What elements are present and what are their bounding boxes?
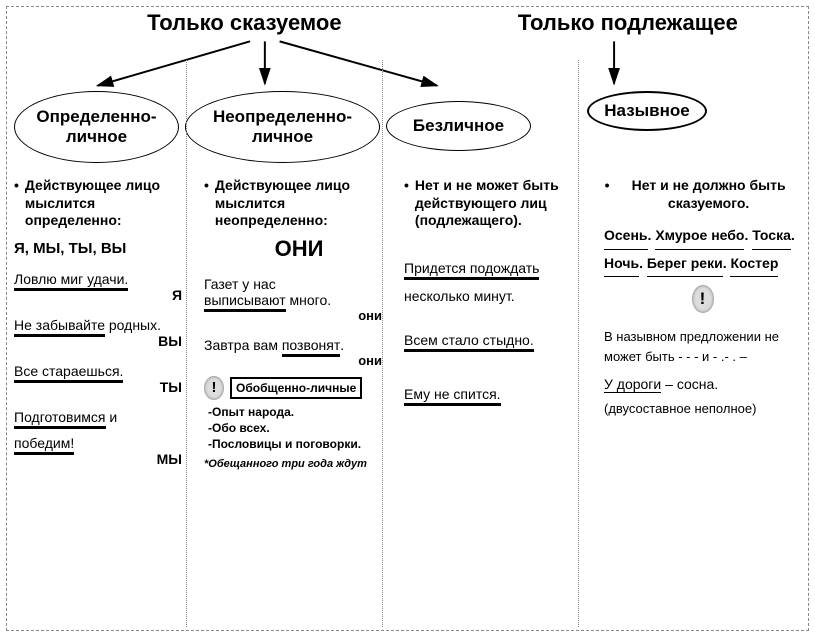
c4-bullet: •Нет и не должно быть сказуемого. bbox=[604, 177, 801, 212]
c4-w3: Тоска bbox=[752, 222, 791, 250]
header-subject: Только подлежащее bbox=[518, 10, 738, 36]
ellipse-neopredelenno: Неопределенно-личное bbox=[185, 91, 380, 163]
c3-ex2-text: Всем стало стыдно. bbox=[404, 332, 534, 350]
c3-ex3: Ему не спится. bbox=[404, 386, 594, 404]
c1-bullet-text: Действующее лицо мыслится определенно: bbox=[25, 177, 194, 230]
c2-ex1c: много. bbox=[286, 292, 332, 308]
c1-ex3-p: ТЫ bbox=[14, 379, 194, 395]
c1-bullet: •Действующее лицо мыслится определенно: bbox=[14, 177, 194, 230]
c4-examples: Осень. Хмурое небо. Тоска. Ночь. Берег р… bbox=[604, 222, 801, 277]
divider-2 bbox=[382, 60, 383, 627]
c1-pronouns: Я, МЫ, ТЫ, ВЫ bbox=[14, 240, 194, 257]
c1-ex4: Подготовимся и bbox=[14, 409, 194, 427]
c4-bullet-text: Нет и не должно быть сказуемого. bbox=[616, 177, 801, 212]
c3-ex1: Придется подождать bbox=[404, 260, 594, 278]
ellipse-nazvnoe: Назывное bbox=[587, 91, 707, 131]
c1-ex4a: Подготовимся bbox=[14, 409, 106, 427]
c2-ex1-p: они bbox=[204, 308, 394, 323]
c4-w1: Осень bbox=[604, 222, 648, 250]
c2-bullet: •Действующее лицо мыслится неопределенно… bbox=[204, 177, 394, 230]
category-row: Определенно-личное Неопределенно-личное … bbox=[14, 91, 801, 163]
c2-small-list: -Опыт народа. -Обо всех. -Пословицы и по… bbox=[208, 404, 394, 453]
c4-w6: Костер bbox=[730, 250, 778, 278]
c1-ex5-p: МЫ bbox=[14, 451, 194, 467]
c2-ex1a: Газет у нас bbox=[204, 276, 276, 292]
c2-n2: -Обо всех. bbox=[208, 420, 394, 436]
c2-note-title: Обобщенно-личные bbox=[230, 377, 362, 399]
col-opredelenno: •Действующее лицо мыслится определенно: … bbox=[14, 169, 194, 470]
c2-n1: -Опыт народа. bbox=[208, 404, 394, 420]
c2-ex2a: Завтра вам bbox=[204, 337, 282, 353]
c4-ex2: У дороги – сосна. bbox=[604, 376, 801, 393]
c4-ex2a: У дороги bbox=[604, 376, 661, 393]
columns: •Действующее лицо мыслится определенно: … bbox=[14, 169, 801, 470]
c4-w4: Ночь bbox=[604, 250, 639, 278]
exclamation-icon-large: ! bbox=[692, 285, 714, 313]
c1-ex4b: и bbox=[106, 409, 118, 425]
c4-note: В назывном предложении не может быть - -… bbox=[604, 327, 801, 366]
c4-paren: (двусоставное неполное) bbox=[604, 401, 801, 416]
c1-ex1-p: Я bbox=[14, 287, 194, 303]
arrows-svg bbox=[14, 36, 801, 91]
c2-note-row: ! Обобщенно-личные bbox=[204, 376, 394, 400]
col-nazvnoe: •Нет и не должно быть сказуемого. Осень.… bbox=[604, 169, 801, 470]
c3-bullet-text: Нет и не может быть действующего лиц (по… bbox=[415, 177, 594, 230]
exclamation-icon: ! bbox=[204, 376, 224, 400]
divider-1 bbox=[186, 60, 187, 627]
c3-ex1-text: Придется подождать bbox=[404, 260, 539, 278]
ellipse-bezlichnoe: Безличное bbox=[386, 101, 531, 151]
header-predicate: Только сказуемое bbox=[147, 10, 341, 36]
c2-pronoun: ОНИ bbox=[204, 236, 394, 262]
divider-3 bbox=[578, 60, 579, 627]
c4-ex2b: – сосна. bbox=[661, 376, 718, 392]
col-neopredelenno: •Действующее лицо мыслится неопределенно… bbox=[204, 169, 394, 470]
c2-ex2-p: они bbox=[204, 353, 394, 368]
c3-ex3-text: Ему не спится. bbox=[404, 386, 501, 404]
c3-ex2: Всем стало стыдно. bbox=[404, 332, 594, 350]
header-row: Только сказуемое Только подлежащее bbox=[14, 10, 801, 36]
c2-ex1: Газет у нас выписывают много. bbox=[204, 276, 394, 310]
c3-bullet: •Нет и не может быть действующего лиц (п… bbox=[404, 177, 594, 230]
c1-ex2-p: ВЫ bbox=[14, 333, 194, 349]
c2-ex2c: . bbox=[340, 337, 344, 353]
col-bezlichnoe: •Нет и не может быть действующего лиц (п… bbox=[404, 169, 594, 470]
c2-bullet-text: Действующее лицо мыслится неопределенно: bbox=[215, 177, 394, 230]
ellipse-opredelenno: Определенно-личное bbox=[14, 91, 179, 163]
arrow-region bbox=[14, 36, 801, 91]
c4-w5: Берег реки bbox=[647, 250, 723, 278]
c1-ex2b: родных. bbox=[105, 317, 161, 333]
c2-italic: *Обещанного три года ждут bbox=[204, 458, 394, 470]
c4-w2: Хмурое небо bbox=[655, 222, 744, 250]
c3-ex1b: несколько минут. bbox=[404, 288, 594, 304]
c2-n3: -Пословицы и поговорки. bbox=[208, 436, 394, 452]
